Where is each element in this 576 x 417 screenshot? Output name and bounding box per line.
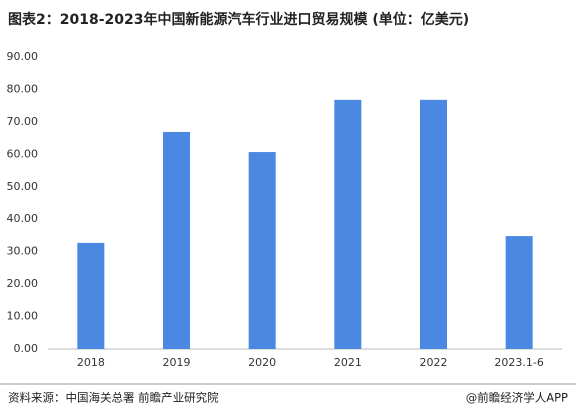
bar: [420, 99, 447, 350]
y-tick-label: 30.00: [7, 245, 39, 258]
y-tick-label: 80.00: [7, 82, 39, 95]
y-tick-label: 40.00: [7, 212, 39, 225]
x-tick-label: 2020: [248, 356, 276, 369]
x-tick-label: 2023.1-6: [494, 356, 543, 369]
y-tick-label: 10.00: [7, 310, 39, 323]
x-tick-label: 2019: [163, 356, 191, 369]
x-tick-label: 2021: [334, 356, 362, 369]
bar: [248, 152, 276, 349]
bar: [77, 242, 105, 349]
x-tick-label: 2018: [77, 356, 105, 369]
credit: @前瞻经济学人APP: [466, 391, 568, 405]
y-tick-label: 90.00: [7, 50, 39, 63]
bar: [334, 99, 362, 350]
y-tick-label: 0.00: [14, 342, 39, 355]
y-tick-label: 60.00: [7, 147, 39, 160]
source: 资料来源：中国海关总署 前瞻产业研究院: [8, 391, 219, 405]
y-tick-label: 70.00: [7, 115, 39, 128]
y-tick-label: 50.00: [7, 180, 39, 193]
chart-title: 图表2：2018-2023年中国新能源汽车行业进口贸易规模 (单位：亿美元): [8, 11, 469, 28]
bar: [505, 236, 533, 349]
x-tick-label: 2022: [420, 356, 448, 369]
y-tick-label: 20.00: [7, 277, 39, 290]
bar: [163, 131, 190, 349]
